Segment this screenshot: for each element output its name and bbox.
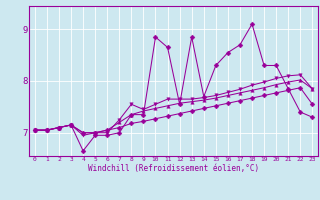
X-axis label: Windchill (Refroidissement éolien,°C): Windchill (Refroidissement éolien,°C) xyxy=(88,164,259,173)
